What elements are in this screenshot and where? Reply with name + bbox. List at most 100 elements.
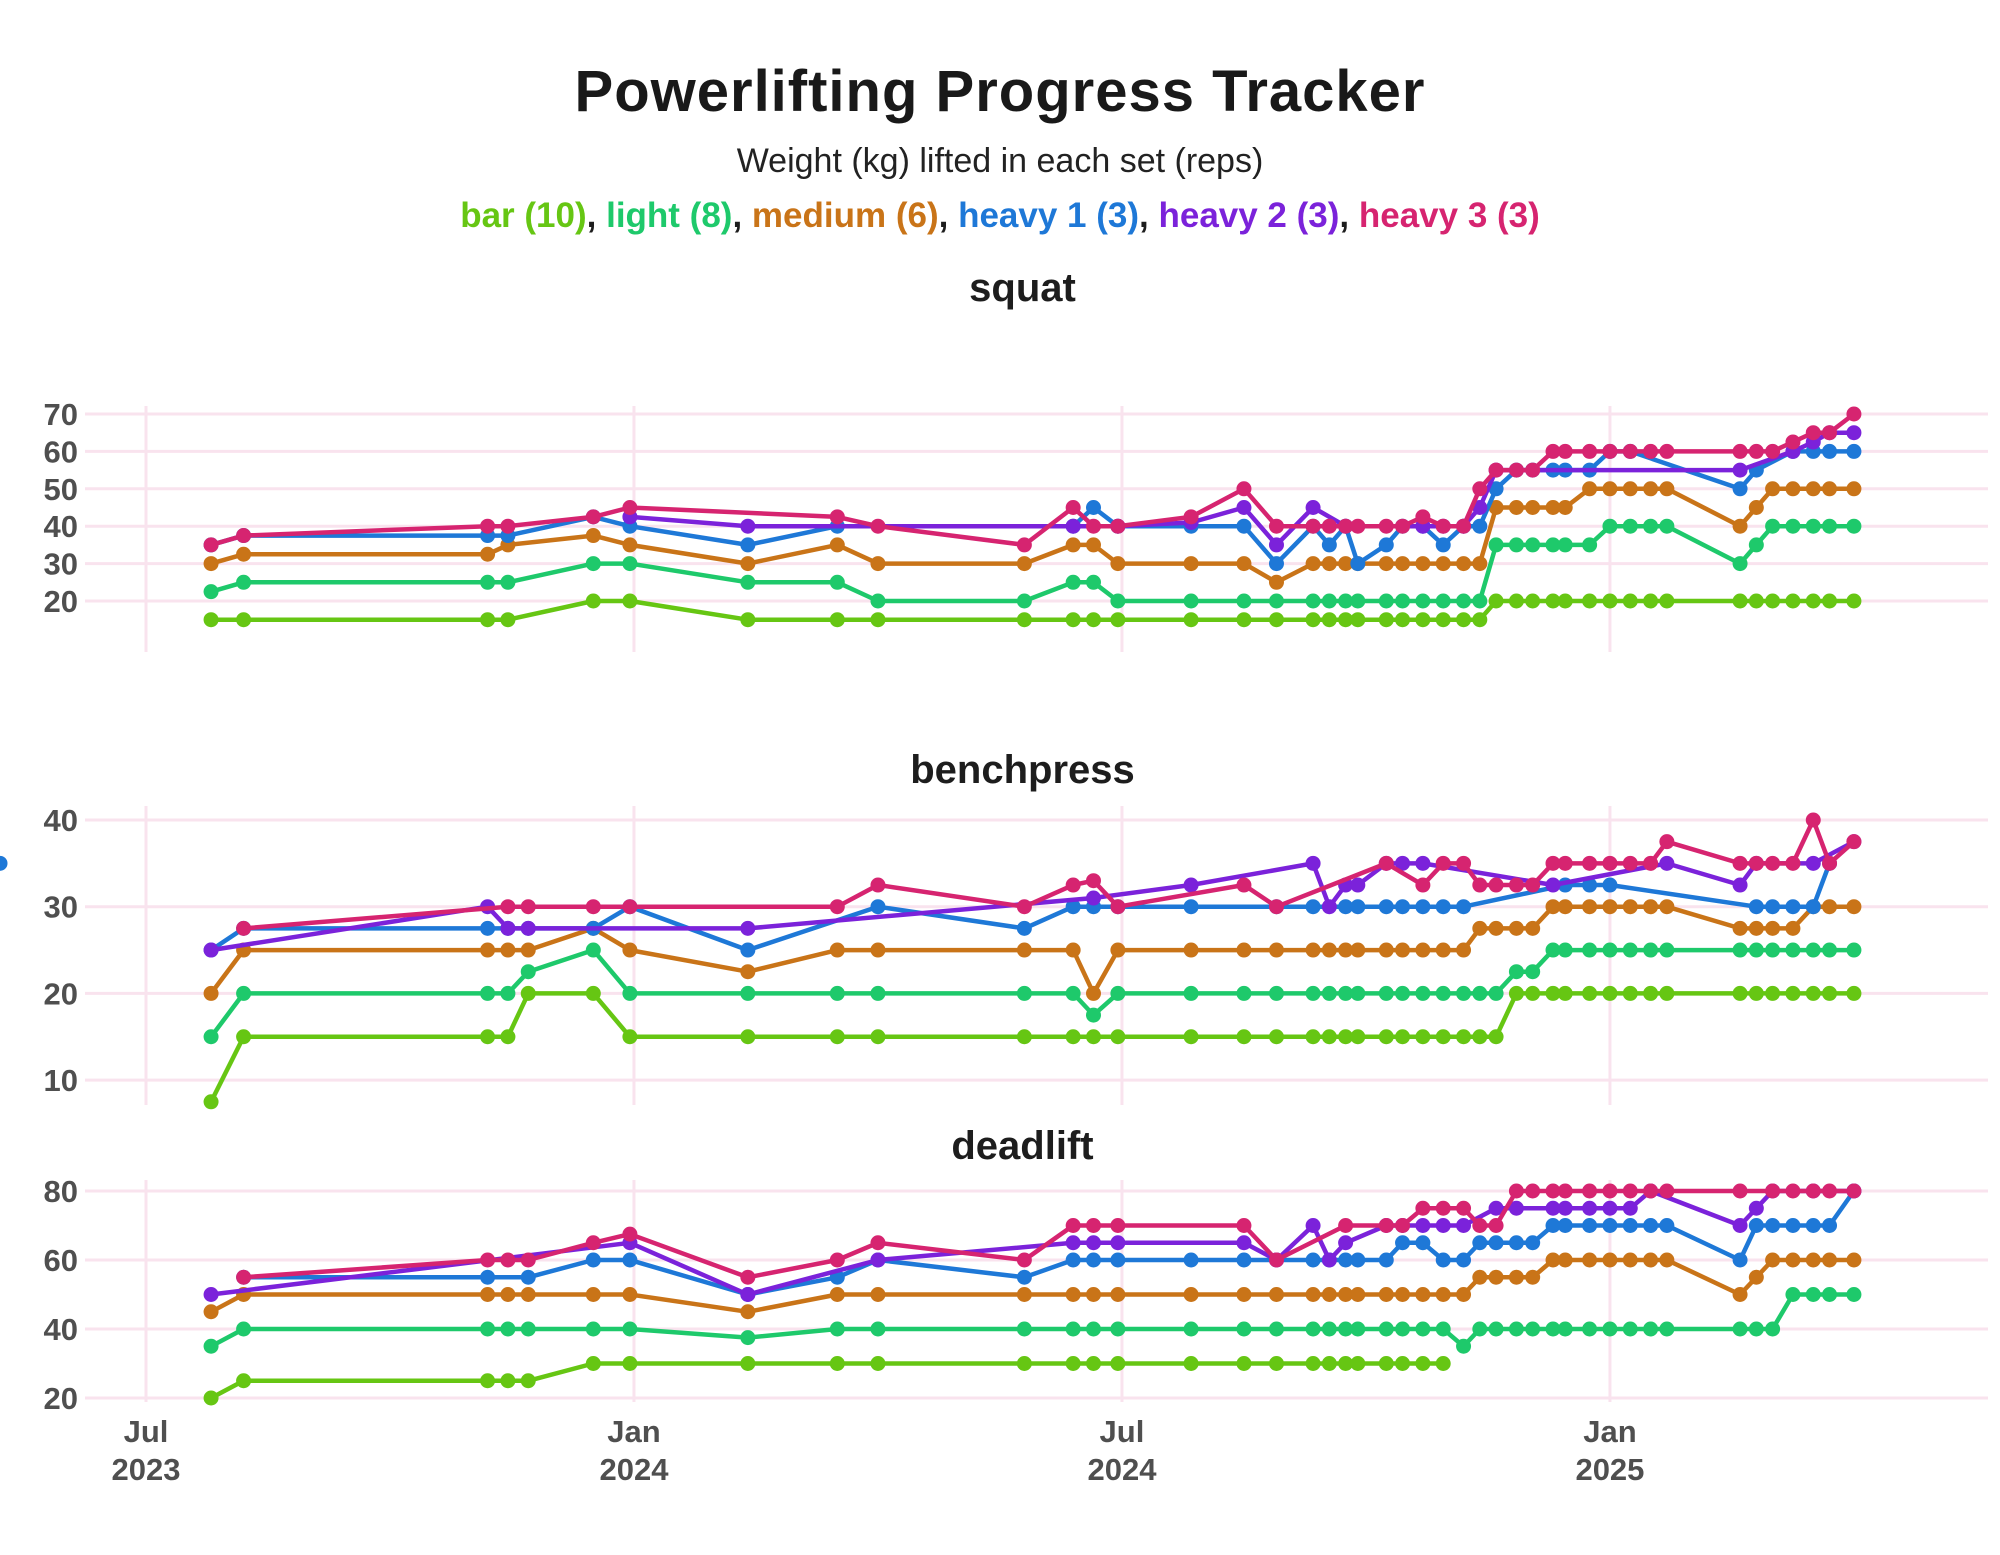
data-point — [1110, 1252, 1126, 1268]
benchpress-plot: 10 20 30 40 — [0, 803, 1988, 1110]
data-point — [1659, 985, 1675, 1001]
data-point — [870, 877, 886, 893]
data-point — [1110, 593, 1126, 609]
data-point — [622, 593, 638, 609]
data-point — [1268, 537, 1284, 553]
data-point — [829, 1321, 845, 1337]
data-point — [1395, 899, 1411, 915]
data-point — [1557, 899, 1573, 915]
data-point — [1016, 612, 1032, 628]
data-point — [1622, 899, 1638, 915]
data-point — [1582, 1252, 1598, 1268]
data-point — [203, 584, 219, 600]
data-point — [1435, 1200, 1451, 1216]
data-point — [1415, 593, 1431, 609]
data-point — [585, 593, 601, 609]
x-tick-label-year: 2024 — [1087, 1452, 1157, 1487]
data-point — [1110, 518, 1126, 534]
data-point — [1785, 1287, 1801, 1302]
data-point — [1622, 1218, 1638, 1233]
data-point — [1659, 518, 1675, 534]
data-point — [1065, 500, 1081, 515]
data-point — [585, 1287, 601, 1302]
legend-item: heavy 3 (3) — [1358, 196, 1540, 235]
data-point — [829, 985, 845, 1001]
data-point — [1748, 443, 1764, 459]
page-subtitle: Weight (kg) lifted in each set (reps) — [736, 142, 1264, 180]
data-point — [1305, 593, 1321, 609]
data-point — [1545, 500, 1561, 515]
data-point — [203, 1094, 219, 1110]
data-point — [870, 1356, 886, 1371]
data-point — [1602, 1183, 1618, 1199]
data-point — [1268, 899, 1284, 915]
series-light-8- — [203, 942, 1862, 1045]
data-point — [1236, 1029, 1252, 1045]
data-point — [740, 537, 756, 553]
data-point — [1085, 1007, 1101, 1023]
data-point — [1643, 855, 1659, 871]
data-point — [1268, 612, 1284, 628]
data-point — [1805, 1252, 1821, 1268]
data-point — [1508, 500, 1524, 515]
data-point — [1085, 574, 1101, 590]
data-point — [1643, 899, 1659, 915]
data-point — [1435, 985, 1451, 1001]
data-point — [1236, 877, 1252, 893]
data-point — [1659, 1252, 1675, 1268]
data-point — [870, 556, 886, 572]
data-point — [1435, 1356, 1451, 1371]
data-point — [480, 1321, 496, 1337]
data-point — [1748, 899, 1764, 915]
data-point — [1338, 1321, 1354, 1337]
data-point — [1456, 612, 1472, 628]
data-point — [1472, 1235, 1488, 1251]
data-point — [1435, 899, 1451, 915]
data-point — [1846, 1252, 1862, 1268]
data-point — [1508, 877, 1524, 893]
series-heavy-2-3- — [203, 1183, 1862, 1302]
data-point — [1456, 942, 1472, 958]
data-point — [1110, 899, 1126, 915]
y-tick-label: 10 — [44, 1063, 78, 1098]
data-point — [1268, 1287, 1284, 1302]
data-point — [1508, 964, 1524, 980]
data-point — [622, 899, 638, 915]
data-point — [1236, 1235, 1252, 1251]
data-point — [1350, 1287, 1366, 1302]
data-point — [1659, 1218, 1675, 1233]
data-point — [500, 518, 516, 534]
data-point — [203, 1390, 219, 1406]
data-point — [622, 1252, 638, 1268]
data-point — [1085, 1029, 1101, 1045]
data-point — [1338, 556, 1354, 572]
data-point — [1582, 1321, 1598, 1337]
data-point — [1582, 1183, 1598, 1199]
data-point — [1305, 556, 1321, 572]
data-point — [1016, 899, 1032, 915]
legend-separator: , — [1339, 196, 1359, 235]
data-point — [1622, 1200, 1638, 1216]
data-point — [740, 1330, 756, 1346]
data-point — [500, 1252, 516, 1268]
data-point — [500, 985, 516, 1001]
data-point — [1525, 593, 1541, 609]
data-point — [1602, 593, 1618, 609]
data-point — [622, 942, 638, 958]
x-tick-label-year: 2024 — [599, 1452, 669, 1487]
y-tick-label: 30 — [44, 547, 78, 582]
data-point — [1183, 1321, 1199, 1337]
data-point — [1305, 855, 1321, 871]
data-point — [1643, 1321, 1659, 1337]
data-point — [480, 920, 496, 936]
series-heavy-3-3- — [203, 406, 1862, 553]
data-point — [1065, 1287, 1081, 1302]
data-point — [1236, 593, 1252, 609]
data-point — [1395, 612, 1411, 628]
series-bar-10- — [203, 985, 1862, 1110]
data-point — [1643, 942, 1659, 958]
data-point — [585, 528, 601, 544]
x-tick-label-month: Jan — [1583, 1414, 1636, 1449]
data-point — [1525, 985, 1541, 1001]
